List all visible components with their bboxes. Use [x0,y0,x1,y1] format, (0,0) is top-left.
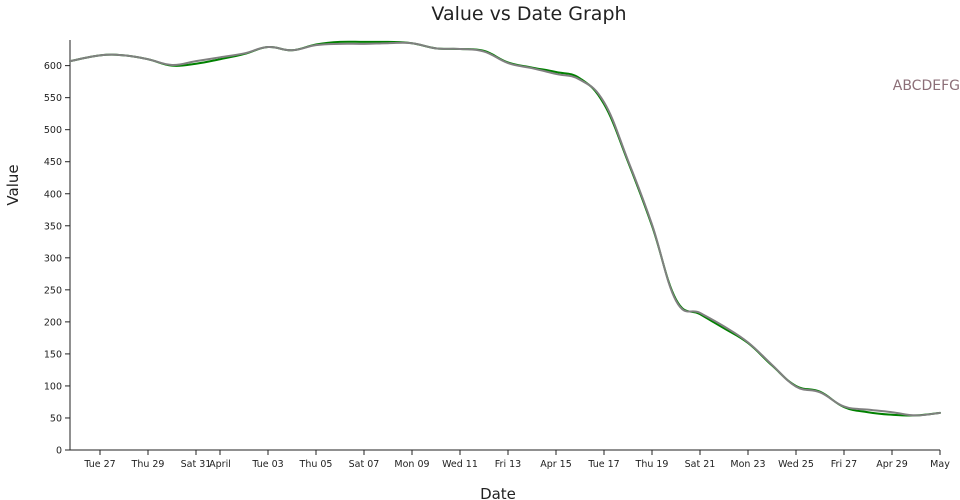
x-tick-label: Tue 17 [587,459,619,470]
y-tick-label: 350 [44,221,62,232]
y-tick-label: 500 [44,125,62,136]
x-tick-label: Sat 31 [181,459,212,470]
x-tick-label: Thu 05 [299,459,333,470]
y-tick-label: 300 [44,253,62,264]
x-tick-label: Tue 27 [83,459,115,470]
y-tick-label: 0 [56,446,62,457]
x-tick-label: Sat 21 [685,459,716,470]
annotation-text: ABCDEFG [893,78,960,94]
y-tick-label: 600 [44,61,62,72]
x-tick-label: Apr 29 [876,459,908,470]
y-tick-label: 250 [44,285,62,296]
x-tick-label: Wed 11 [442,459,478,470]
x-axis-label: Date [480,485,516,500]
series-line-1 [69,40,941,417]
y-tick-label: 50 [50,413,62,424]
y-tick-label: 550 [44,93,62,104]
x-tick-label: Fri 13 [495,459,521,470]
y-tick-label: 200 [44,317,62,328]
x-tick-label: Apr 15 [540,459,572,470]
y-tick-label: 100 [44,381,62,392]
x-tick-label: Thu 29 [131,459,165,470]
y-tick-label: 450 [44,157,62,168]
x-tick-label: Sat 07 [349,459,380,470]
x-tick-label: Thu 19 [635,459,669,470]
x-tick-label: Mon 23 [730,459,765,470]
y-axis: 0 50 100 150 200 250 300 350 400 450 500 550 600 [44,40,71,457]
series-line-2 [69,41,941,417]
x-tick-label: Wed 25 [778,459,814,470]
x-tick-label: April [209,459,231,470]
x-tick-label: Fri 27 [831,459,857,470]
series-layer [69,40,941,417]
y-tick-label: 150 [44,349,62,360]
y-tick-label: 400 [44,189,62,200]
x-tick-label: May [930,459,950,470]
x-tick-label: Tue 03 [251,459,283,470]
x-tick-label: Mon 09 [394,459,429,470]
chart-title: Value vs Date Graph [431,3,626,25]
y-axis-label: Value [4,164,22,205]
